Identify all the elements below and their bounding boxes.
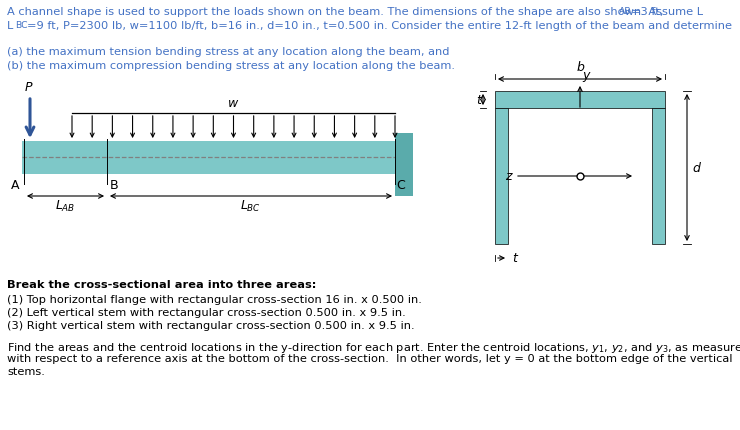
Text: $L_{BC}$: $L_{BC}$ — [240, 199, 261, 214]
Text: A: A — [10, 178, 19, 191]
Text: stems.: stems. — [7, 366, 45, 376]
Text: =3 ft,: =3 ft, — [631, 7, 663, 17]
Text: (1) Top horizontal flange with rectangular cross-section 16 in. x 0.500 in.: (1) Top horizontal flange with rectangul… — [7, 294, 422, 304]
Text: t: t — [476, 93, 481, 106]
Text: $L_{AB}$: $L_{AB}$ — [55, 199, 75, 214]
Text: L: L — [7, 21, 13, 31]
Text: with respect to a reference axis at the bottom of the cross-section.  In other w: with respect to a reference axis at the … — [7, 353, 733, 363]
Text: =9 ft, P=2300 lb, w=1100 lb/ft, b=16 in., d=10 in., t=0.500 in. Consider the ent: =9 ft, P=2300 lb, w=1100 lb/ft, b=16 in.… — [27, 21, 732, 31]
Text: BC: BC — [15, 21, 27, 30]
Bar — [495, 92, 665, 109]
Bar — [495, 109, 508, 244]
Text: b: b — [576, 61, 584, 74]
Bar — [22, 141, 395, 175]
Text: (3) Right vertical stem with rectangular cross-section 0.500 in. x 9.5 in.: (3) Right vertical stem with rectangular… — [7, 320, 414, 330]
Text: P: P — [24, 81, 32, 94]
Text: t: t — [512, 252, 517, 265]
Text: C: C — [396, 178, 405, 191]
Text: y: y — [582, 69, 589, 82]
Text: w: w — [228, 97, 238, 110]
Text: B: B — [110, 178, 118, 191]
Text: AB: AB — [619, 7, 632, 16]
Text: Find the areas and the centroid locations in the y-direction for each part. Ente: Find the areas and the centroid location… — [7, 340, 740, 354]
Text: z: z — [505, 170, 512, 183]
Bar — [395, 134, 413, 197]
Text: A channel shape is used to support the loads shown on the beam. The dimensions o: A channel shape is used to support the l… — [7, 7, 703, 17]
Text: (a) the maximum tension bending stress at any location along the beam, and: (a) the maximum tension bending stress a… — [7, 47, 449, 57]
Text: d: d — [692, 161, 700, 174]
Text: (b) the maximum compression bending stress at any location along the beam.: (b) the maximum compression bending stre… — [7, 61, 455, 71]
Text: (2) Left vertical stem with rectangular cross-section 0.500 in. x 9.5 in.: (2) Left vertical stem with rectangular … — [7, 307, 406, 317]
Bar — [652, 109, 665, 244]
Text: Break the cross-sectional area into three areas:: Break the cross-sectional area into thre… — [7, 280, 317, 289]
